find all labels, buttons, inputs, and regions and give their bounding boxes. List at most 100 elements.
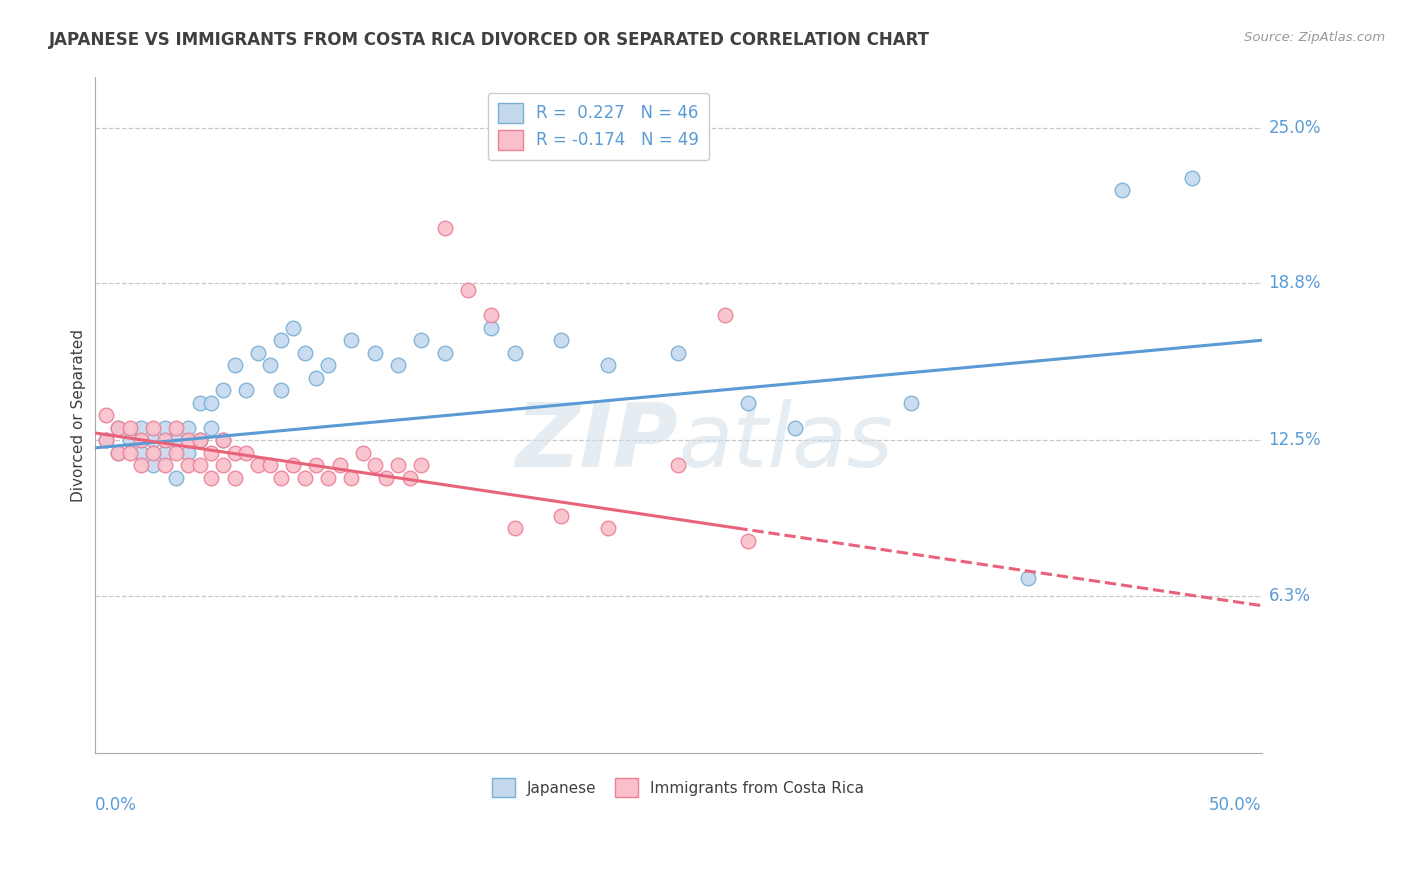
Point — [503, 346, 526, 360]
Point — [270, 333, 292, 347]
Point — [259, 359, 281, 373]
Point — [165, 421, 187, 435]
Text: 25.0%: 25.0% — [1268, 119, 1322, 136]
Point — [479, 308, 502, 322]
Point — [375, 471, 398, 485]
Point — [316, 359, 339, 373]
Text: 0.0%: 0.0% — [94, 796, 136, 814]
Point — [550, 508, 572, 523]
Point — [457, 283, 479, 297]
Point — [188, 458, 211, 473]
Point — [503, 521, 526, 535]
Point — [352, 446, 374, 460]
Point — [224, 471, 246, 485]
Point — [188, 434, 211, 448]
Point — [479, 320, 502, 334]
Point — [142, 434, 165, 448]
Point — [900, 396, 922, 410]
Point — [212, 434, 235, 448]
Point — [235, 384, 257, 398]
Point — [212, 434, 235, 448]
Point — [316, 471, 339, 485]
Point — [305, 458, 328, 473]
Point — [294, 346, 316, 360]
Point — [363, 458, 385, 473]
Point — [200, 421, 222, 435]
Point — [165, 434, 187, 448]
Point — [129, 458, 152, 473]
Point — [411, 458, 433, 473]
Point — [142, 421, 165, 435]
Point — [246, 458, 269, 473]
Point — [224, 359, 246, 373]
Point — [153, 446, 176, 460]
Point — [596, 359, 619, 373]
Point — [713, 308, 735, 322]
Point — [200, 471, 222, 485]
Point — [107, 446, 129, 460]
Text: ZIP: ZIP — [516, 399, 678, 486]
Point — [294, 471, 316, 485]
Point — [550, 333, 572, 347]
Text: atlas: atlas — [678, 400, 893, 485]
Point — [246, 346, 269, 360]
Point — [177, 458, 200, 473]
Point — [153, 458, 176, 473]
Point — [1017, 571, 1039, 585]
Point — [118, 434, 141, 448]
Point — [142, 446, 165, 460]
Point — [340, 333, 363, 347]
Point — [177, 421, 200, 435]
Point — [142, 458, 165, 473]
Point — [411, 333, 433, 347]
Point — [259, 458, 281, 473]
Point — [177, 434, 200, 448]
Point — [305, 371, 328, 385]
Text: 18.8%: 18.8% — [1268, 274, 1322, 292]
Point — [224, 446, 246, 460]
Point — [666, 458, 689, 473]
Text: 6.3%: 6.3% — [1268, 587, 1310, 605]
Point — [281, 320, 304, 334]
Point — [107, 446, 129, 460]
Point — [433, 346, 456, 360]
Point — [433, 220, 456, 235]
Point — [177, 446, 200, 460]
Text: 50.0%: 50.0% — [1209, 796, 1261, 814]
Point — [363, 346, 385, 360]
Point — [340, 471, 363, 485]
Point — [329, 458, 352, 473]
Point — [165, 446, 187, 460]
Point — [1111, 183, 1133, 197]
Point — [387, 458, 409, 473]
Point — [118, 446, 141, 460]
Point — [165, 471, 187, 485]
Point — [212, 458, 235, 473]
Point — [153, 434, 176, 448]
Point — [96, 434, 118, 448]
Text: JAPANESE VS IMMIGRANTS FROM COSTA RICA DIVORCED OR SEPARATED CORRELATION CHART: JAPANESE VS IMMIGRANTS FROM COSTA RICA D… — [49, 31, 931, 49]
Point — [129, 434, 152, 448]
Point — [118, 421, 141, 435]
Point — [200, 396, 222, 410]
Point — [737, 533, 759, 548]
Point — [666, 346, 689, 360]
Point — [235, 446, 257, 460]
Point — [188, 396, 211, 410]
Point — [1180, 170, 1202, 185]
Point — [398, 471, 420, 485]
Text: 12.5%: 12.5% — [1268, 432, 1322, 450]
Point — [129, 421, 152, 435]
Point — [153, 421, 176, 435]
Text: Source: ZipAtlas.com: Source: ZipAtlas.com — [1244, 31, 1385, 45]
Point — [270, 471, 292, 485]
Point — [129, 446, 152, 460]
Point — [270, 384, 292, 398]
Point — [783, 421, 806, 435]
Legend: Japanese, Immigrants from Costa Rica: Japanese, Immigrants from Costa Rica — [486, 772, 870, 803]
Point — [107, 421, 129, 435]
Y-axis label: Divorced or Separated: Divorced or Separated — [72, 329, 86, 502]
Point — [212, 384, 235, 398]
Point — [188, 434, 211, 448]
Point — [107, 421, 129, 435]
